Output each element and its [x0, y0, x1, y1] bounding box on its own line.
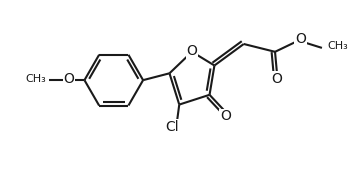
- Text: O: O: [64, 72, 74, 86]
- Text: O: O: [295, 32, 306, 46]
- Text: O: O: [186, 44, 197, 58]
- Text: O: O: [271, 72, 282, 86]
- Text: O: O: [220, 109, 231, 123]
- Text: CH₃: CH₃: [328, 41, 348, 51]
- Text: CH₃: CH₃: [26, 74, 46, 84]
- Text: Cl: Cl: [166, 120, 179, 134]
